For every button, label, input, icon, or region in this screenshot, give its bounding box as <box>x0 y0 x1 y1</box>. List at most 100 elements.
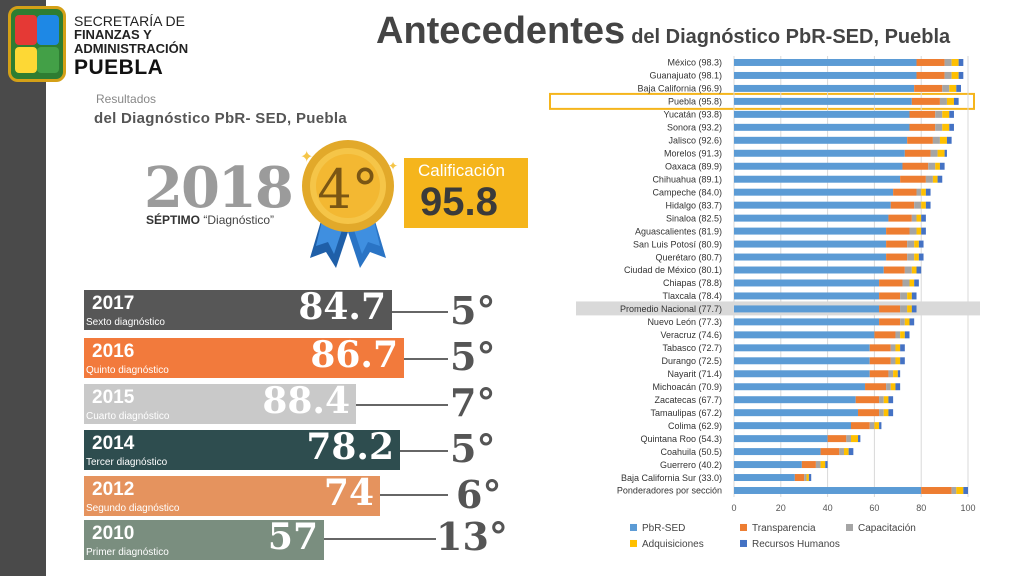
org-line-1: SECRETARÍA DE <box>74 13 185 29</box>
bar-segment <box>949 123 954 131</box>
history-rank: 7° <box>450 380 496 425</box>
bar-segment <box>869 370 889 378</box>
category-label: Chihuahua (89.1) <box>652 174 722 184</box>
bar-segment <box>886 253 908 261</box>
bar-segment <box>734 201 891 209</box>
legend-label: Capacitación <box>858 523 916 534</box>
bar-segment <box>886 227 910 235</box>
bar-segment <box>932 175 938 183</box>
bar-segment <box>869 357 891 365</box>
history-year: 2016 <box>92 341 135 362</box>
bar-segment <box>843 448 849 456</box>
bar-segment <box>734 149 905 157</box>
history-rank: 13° <box>436 514 508 559</box>
bar-segment <box>879 279 903 287</box>
bar-segment <box>914 253 919 261</box>
medal-icon: ✦ ✦ 4° <box>296 134 406 274</box>
bar-segment <box>935 162 940 170</box>
bar-segment <box>879 409 884 417</box>
legend-swatch <box>740 539 747 547</box>
history-score: 84.7 <box>298 286 386 328</box>
bar-segment <box>918 240 924 248</box>
bar-segment <box>916 59 945 66</box>
category-label: San Luis Potosí (80.9) <box>633 239 722 249</box>
bar-segment <box>925 188 931 196</box>
bar-segment <box>895 331 901 339</box>
bar-segment <box>734 331 875 339</box>
category-label: Zacatecas (67.7) <box>654 395 722 405</box>
bar-segment <box>734 59 917 66</box>
bar-segment <box>734 409 859 417</box>
legend-swatch <box>740 523 747 531</box>
bar-segment <box>734 110 910 118</box>
category-label: Nuevo León (77.3) <box>647 317 722 327</box>
bar-segment <box>794 474 805 482</box>
history-rank: 5° <box>450 426 496 471</box>
category-label: Puebla (95.8) <box>668 97 722 107</box>
category-label: Michoacán (70.9) <box>652 382 722 392</box>
category-label: Morelos (91.3) <box>664 149 722 159</box>
category-label: Guanajuato (98.1) <box>649 71 722 81</box>
category-label: Querétaro (80.7) <box>655 252 722 262</box>
bar-segment <box>734 370 870 378</box>
bar-segment <box>942 123 950 131</box>
results-main-label: del Diagnóstico PbR- SED, Puebla <box>94 110 347 127</box>
bar-segment <box>846 435 851 443</box>
bar-segment <box>909 110 936 118</box>
category-label: Yucatán (93.8) <box>663 110 722 120</box>
bar-segment <box>734 292 880 300</box>
bar-segment <box>855 396 880 404</box>
bar-segment <box>734 266 884 274</box>
bar-segment <box>879 305 901 313</box>
category-label: Tlaxcala (78.4) <box>662 291 722 301</box>
legend-label: PbR-SED <box>642 523 685 534</box>
bar-segment <box>804 474 807 482</box>
bar-segment <box>914 201 922 209</box>
bar-segment <box>883 396 889 404</box>
category-label: Tamaulipas (67.2) <box>650 408 722 418</box>
bar-segment <box>879 292 901 300</box>
bar-segment <box>734 383 866 391</box>
bar-segment <box>900 292 908 300</box>
bar-segment <box>942 84 950 92</box>
bar-segment <box>928 162 936 170</box>
history-row-2010: 2010 Primer diagnóstico 57 <box>84 516 324 560</box>
history-label: Segundo diagnóstico <box>86 503 180 514</box>
history-label: Quinto diagnóstico <box>86 365 169 376</box>
bar-segment <box>895 344 901 352</box>
bar-segment <box>907 240 915 248</box>
category-label: Ponderadores por sección <box>617 486 722 496</box>
bar-segment <box>869 422 875 430</box>
history-row-2015: 2015 Cuarto diagnóstico 88.4 <box>84 380 356 424</box>
bar-segment <box>734 487 922 494</box>
org-line-2: FINANZAS Y <box>74 27 152 42</box>
bar-segment <box>883 266 905 274</box>
ordinal-caption: SÉPTIMO “Diagnóstico” <box>146 213 274 227</box>
bar-segment <box>909 318 915 326</box>
bar-segment <box>734 461 802 469</box>
bar-segment <box>890 344 896 352</box>
category-label: Ciudad de México (80.1) <box>624 265 722 275</box>
title-main: Antecedentes <box>376 10 626 52</box>
x-tick-label: 60 <box>869 503 879 513</box>
bar-segment <box>916 71 945 79</box>
history-label: Cuarto diagnóstico <box>86 411 170 422</box>
bar-segment <box>911 97 940 105</box>
history-connector <box>324 538 436 540</box>
bar-segment <box>827 435 847 443</box>
category-label: Quintana Roo (54.3) <box>640 434 722 444</box>
bar-segment <box>858 435 861 443</box>
bar-segment <box>907 292 912 300</box>
bar-segment <box>946 136 952 144</box>
category-label: Campeche (84.0) <box>652 187 722 197</box>
bar-segment <box>942 110 950 118</box>
bar-segment <box>918 253 924 261</box>
bar-segment <box>925 201 931 209</box>
bar-segment <box>734 97 912 105</box>
bar-segment <box>914 84 943 92</box>
bar-segment <box>879 422 882 430</box>
category-label: México (98.3) <box>667 58 722 68</box>
bar-segment <box>734 448 821 456</box>
bar-segment <box>820 461 826 469</box>
bar-segment <box>886 383 891 391</box>
